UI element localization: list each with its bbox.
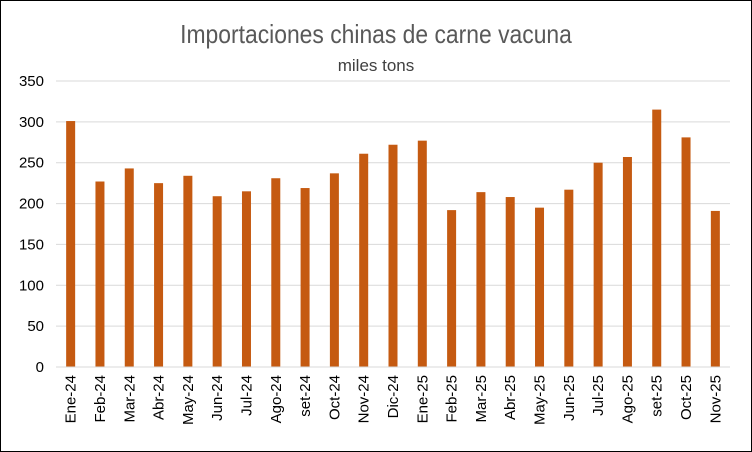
x-tick-label: Jul-25 (590, 375, 607, 416)
bar (535, 207, 545, 367)
bar (95, 181, 105, 367)
x-tick-label: Jul-24 (238, 375, 255, 416)
bar (447, 210, 457, 367)
bar (212, 196, 222, 367)
x-tick-label: Ago-25 (619, 375, 636, 423)
y-tick-label: 200 (19, 196, 44, 213)
x-tick-label: May-25 (532, 375, 549, 425)
x-tick-label: Ene-24 (63, 375, 80, 423)
y-tick-label: 350 (19, 73, 44, 90)
bar (329, 173, 339, 367)
x-tick-label: Oct-24 (326, 375, 343, 420)
bar (66, 121, 76, 367)
y-tick-label: 100 (19, 277, 44, 294)
x-tick-label: Nov-24 (356, 375, 373, 423)
bar (417, 140, 427, 367)
x-tick-label: Dic-24 (385, 375, 402, 418)
bar (300, 188, 310, 367)
y-tick-label: 50 (27, 318, 44, 335)
bar (388, 144, 398, 367)
bar (652, 109, 662, 367)
x-tick-label: set-24 (297, 375, 314, 417)
x-tick-label: Abr-25 (502, 375, 519, 420)
x-tick-label: Mar-24 (121, 375, 138, 423)
bars (66, 109, 720, 367)
x-tick-label: Jun-25 (561, 375, 578, 421)
x-tick-label: Feb-25 (444, 375, 461, 423)
bar (359, 153, 369, 367)
bar (564, 189, 574, 367)
y-tick-label: 300 (19, 114, 44, 131)
bar (622, 156, 632, 367)
bar (710, 210, 720, 367)
x-tick-label: Ago-24 (268, 375, 285, 423)
bar (124, 168, 134, 367)
x-tick-label: May-24 (180, 375, 197, 425)
bar (476, 192, 486, 367)
bar (271, 178, 281, 367)
x-axis: Ene-24 Feb-24 Mar-24 Abr-24 May-24 Jun-24 Jul-… (56, 366, 730, 425)
bar (241, 191, 251, 367)
y-tick-label: 150 (19, 236, 44, 253)
y-axis: 0 50 100 150 200 250 300 350 (19, 73, 44, 376)
x-tick-label: Ene-25 (414, 375, 431, 423)
chart-subtitle: miles tons (337, 56, 415, 75)
y-tick-label: 0 (36, 359, 44, 376)
x-tick-label: Nov-25 (707, 375, 724, 423)
bar (593, 162, 603, 367)
bar (681, 137, 691, 367)
x-tick-label: Feb-24 (92, 375, 109, 423)
x-tick-label: Jun-24 (209, 375, 226, 421)
bar (505, 197, 515, 367)
bar (183, 175, 193, 367)
y-tick-label: 250 (19, 155, 44, 172)
bar (154, 183, 164, 367)
x-tick-label: set-25 (649, 375, 666, 417)
x-tick-label: Abr-24 (151, 375, 168, 420)
x-tick-label: Mar-25 (473, 375, 490, 423)
x-tick-label: Oct-25 (678, 375, 695, 420)
chart-title: Importaciones chinas de carne vacuna (180, 19, 572, 49)
